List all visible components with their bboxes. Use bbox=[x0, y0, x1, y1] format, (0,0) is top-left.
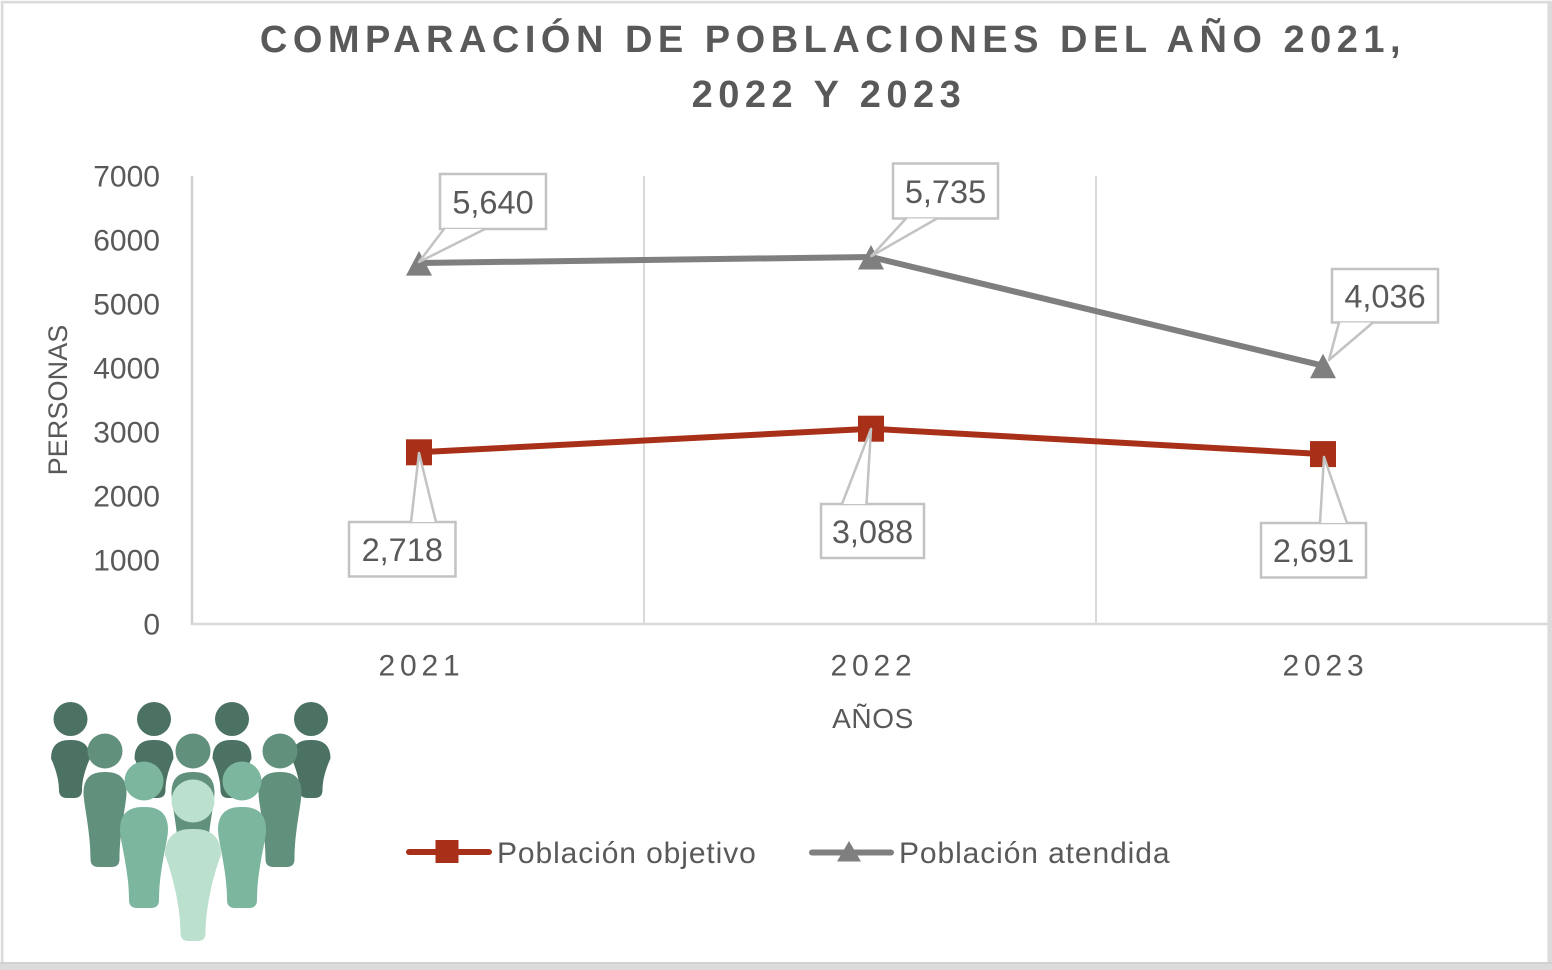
svg-text:3,088: 3,088 bbox=[832, 514, 913, 550]
svg-text:2021: 2021 bbox=[379, 650, 465, 683]
svg-text:2,691: 2,691 bbox=[1273, 533, 1354, 569]
svg-text:7000: 7000 bbox=[93, 161, 160, 194]
svg-text:4,036: 4,036 bbox=[1344, 279, 1425, 315]
svg-text:2022 Y 2023: 2022 Y 2023 bbox=[692, 74, 967, 116]
svg-text:2022: 2022 bbox=[831, 650, 917, 683]
svg-text:AÑOS: AÑOS bbox=[832, 703, 914, 734]
svg-text:0: 0 bbox=[143, 609, 160, 642]
svg-text:5000: 5000 bbox=[93, 289, 160, 322]
svg-text:4000: 4000 bbox=[93, 353, 160, 386]
svg-text:5,640: 5,640 bbox=[452, 184, 533, 220]
svg-text:2000: 2000 bbox=[93, 481, 160, 514]
svg-text:3000: 3000 bbox=[93, 417, 160, 450]
svg-text:5,735: 5,735 bbox=[905, 174, 986, 210]
svg-text:COMPARACIÓN DE POBLACIONES DEL: COMPARACIÓN DE POBLACIONES DEL AÑO 2021, bbox=[260, 17, 1406, 61]
svg-text:6000: 6000 bbox=[93, 225, 160, 258]
svg-text:2023: 2023 bbox=[1283, 650, 1369, 683]
svg-text:Población atendida: Población atendida bbox=[899, 837, 1170, 870]
svg-text:2,718: 2,718 bbox=[362, 532, 443, 568]
svg-text:1000: 1000 bbox=[93, 545, 160, 578]
svg-text:PERSONAS: PERSONAS bbox=[43, 325, 73, 476]
svg-text:Población objetivo: Población objetivo bbox=[497, 837, 757, 870]
